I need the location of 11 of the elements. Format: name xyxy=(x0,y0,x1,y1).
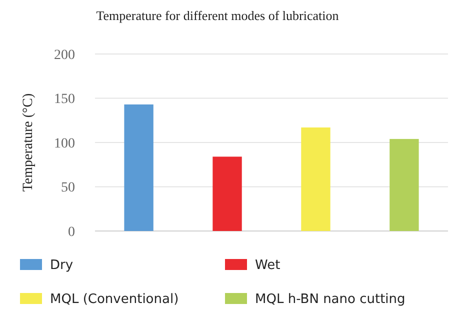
legend-label: Wet xyxy=(255,258,280,273)
y-tick-label: 150 xyxy=(54,92,75,108)
legend-label: MQL (Conventional) xyxy=(50,292,179,307)
y-tick-label: 50 xyxy=(61,180,75,196)
legend-label: MQL h-BN nano cutting xyxy=(255,292,406,307)
legend-label: Dry xyxy=(50,258,74,273)
y-tick-label: 100 xyxy=(54,136,75,152)
y-tick-label: 200 xyxy=(54,48,75,63)
chart-title: Temperature for different modes of lubrication xyxy=(96,8,340,23)
y-tick-label: 0 xyxy=(68,224,75,240)
y-axis-title: Temperature (°C) xyxy=(21,93,36,192)
